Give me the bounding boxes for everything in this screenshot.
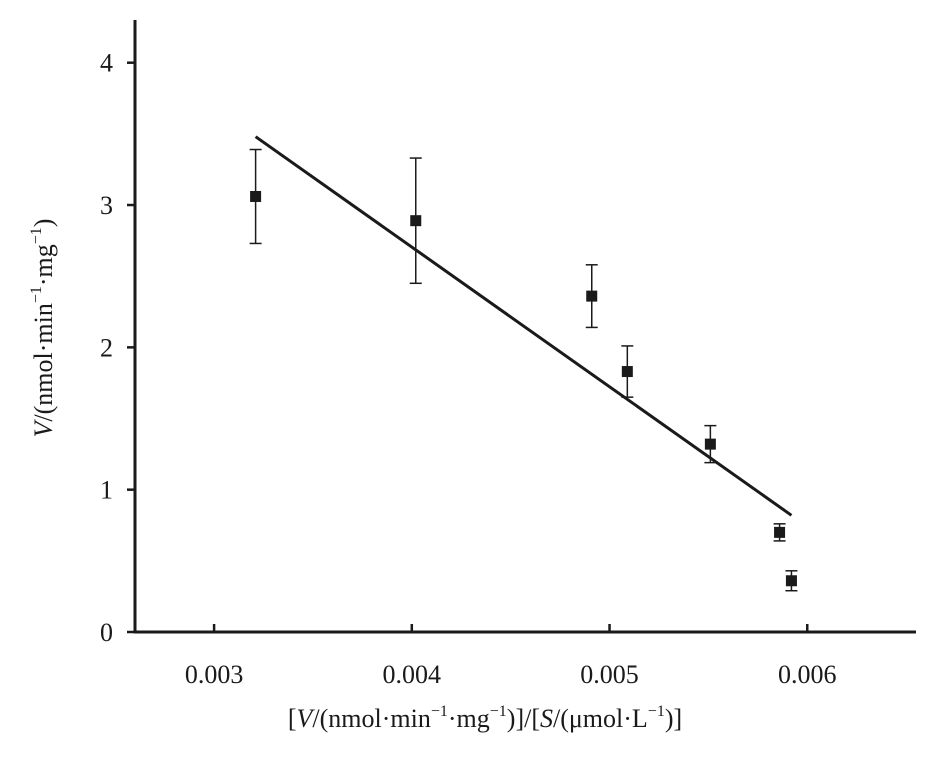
trendline-group bbox=[254, 135, 793, 517]
data-point bbox=[773, 523, 786, 542]
y-axis-ticks: 0 1 2 3 4 bbox=[100, 49, 135, 647]
x-axis-ticks: 0.003 0.004 0.005 0.006 bbox=[185, 624, 837, 689]
x-tick-label: 0.004 bbox=[383, 660, 442, 689]
y-tick-label: 1 bbox=[100, 476, 113, 505]
data-point bbox=[704, 424, 717, 464]
point-marker bbox=[621, 366, 633, 378]
point-marker bbox=[250, 190, 262, 202]
y-tick-label: 2 bbox=[100, 333, 113, 362]
data-point bbox=[249, 148, 262, 245]
y-tick-label: 4 bbox=[100, 49, 113, 78]
point-marker bbox=[785, 575, 797, 587]
data-point bbox=[621, 345, 634, 398]
point-marker bbox=[704, 438, 716, 450]
y-axis-title: V/(nmol·min−1·mg−1) bbox=[28, 219, 58, 438]
data-points-group bbox=[249, 148, 798, 592]
y-tick-label: 0 bbox=[100, 618, 113, 647]
data-point bbox=[585, 264, 598, 329]
point-marker bbox=[774, 526, 786, 538]
data-point bbox=[785, 570, 798, 592]
x-tick-label: 0.006 bbox=[778, 660, 837, 689]
point-marker bbox=[410, 215, 422, 227]
trendline bbox=[254, 135, 793, 517]
x-tick-label: 0.005 bbox=[580, 660, 639, 689]
data-point bbox=[409, 157, 422, 285]
x-tick-label: 0.003 bbox=[185, 660, 244, 689]
x-axis-title: [V/(nmol·min−1·mg−1)]/[S/(μmol·L−1)] bbox=[288, 703, 682, 733]
point-marker bbox=[586, 290, 598, 302]
y-tick-label: 3 bbox=[100, 191, 113, 220]
